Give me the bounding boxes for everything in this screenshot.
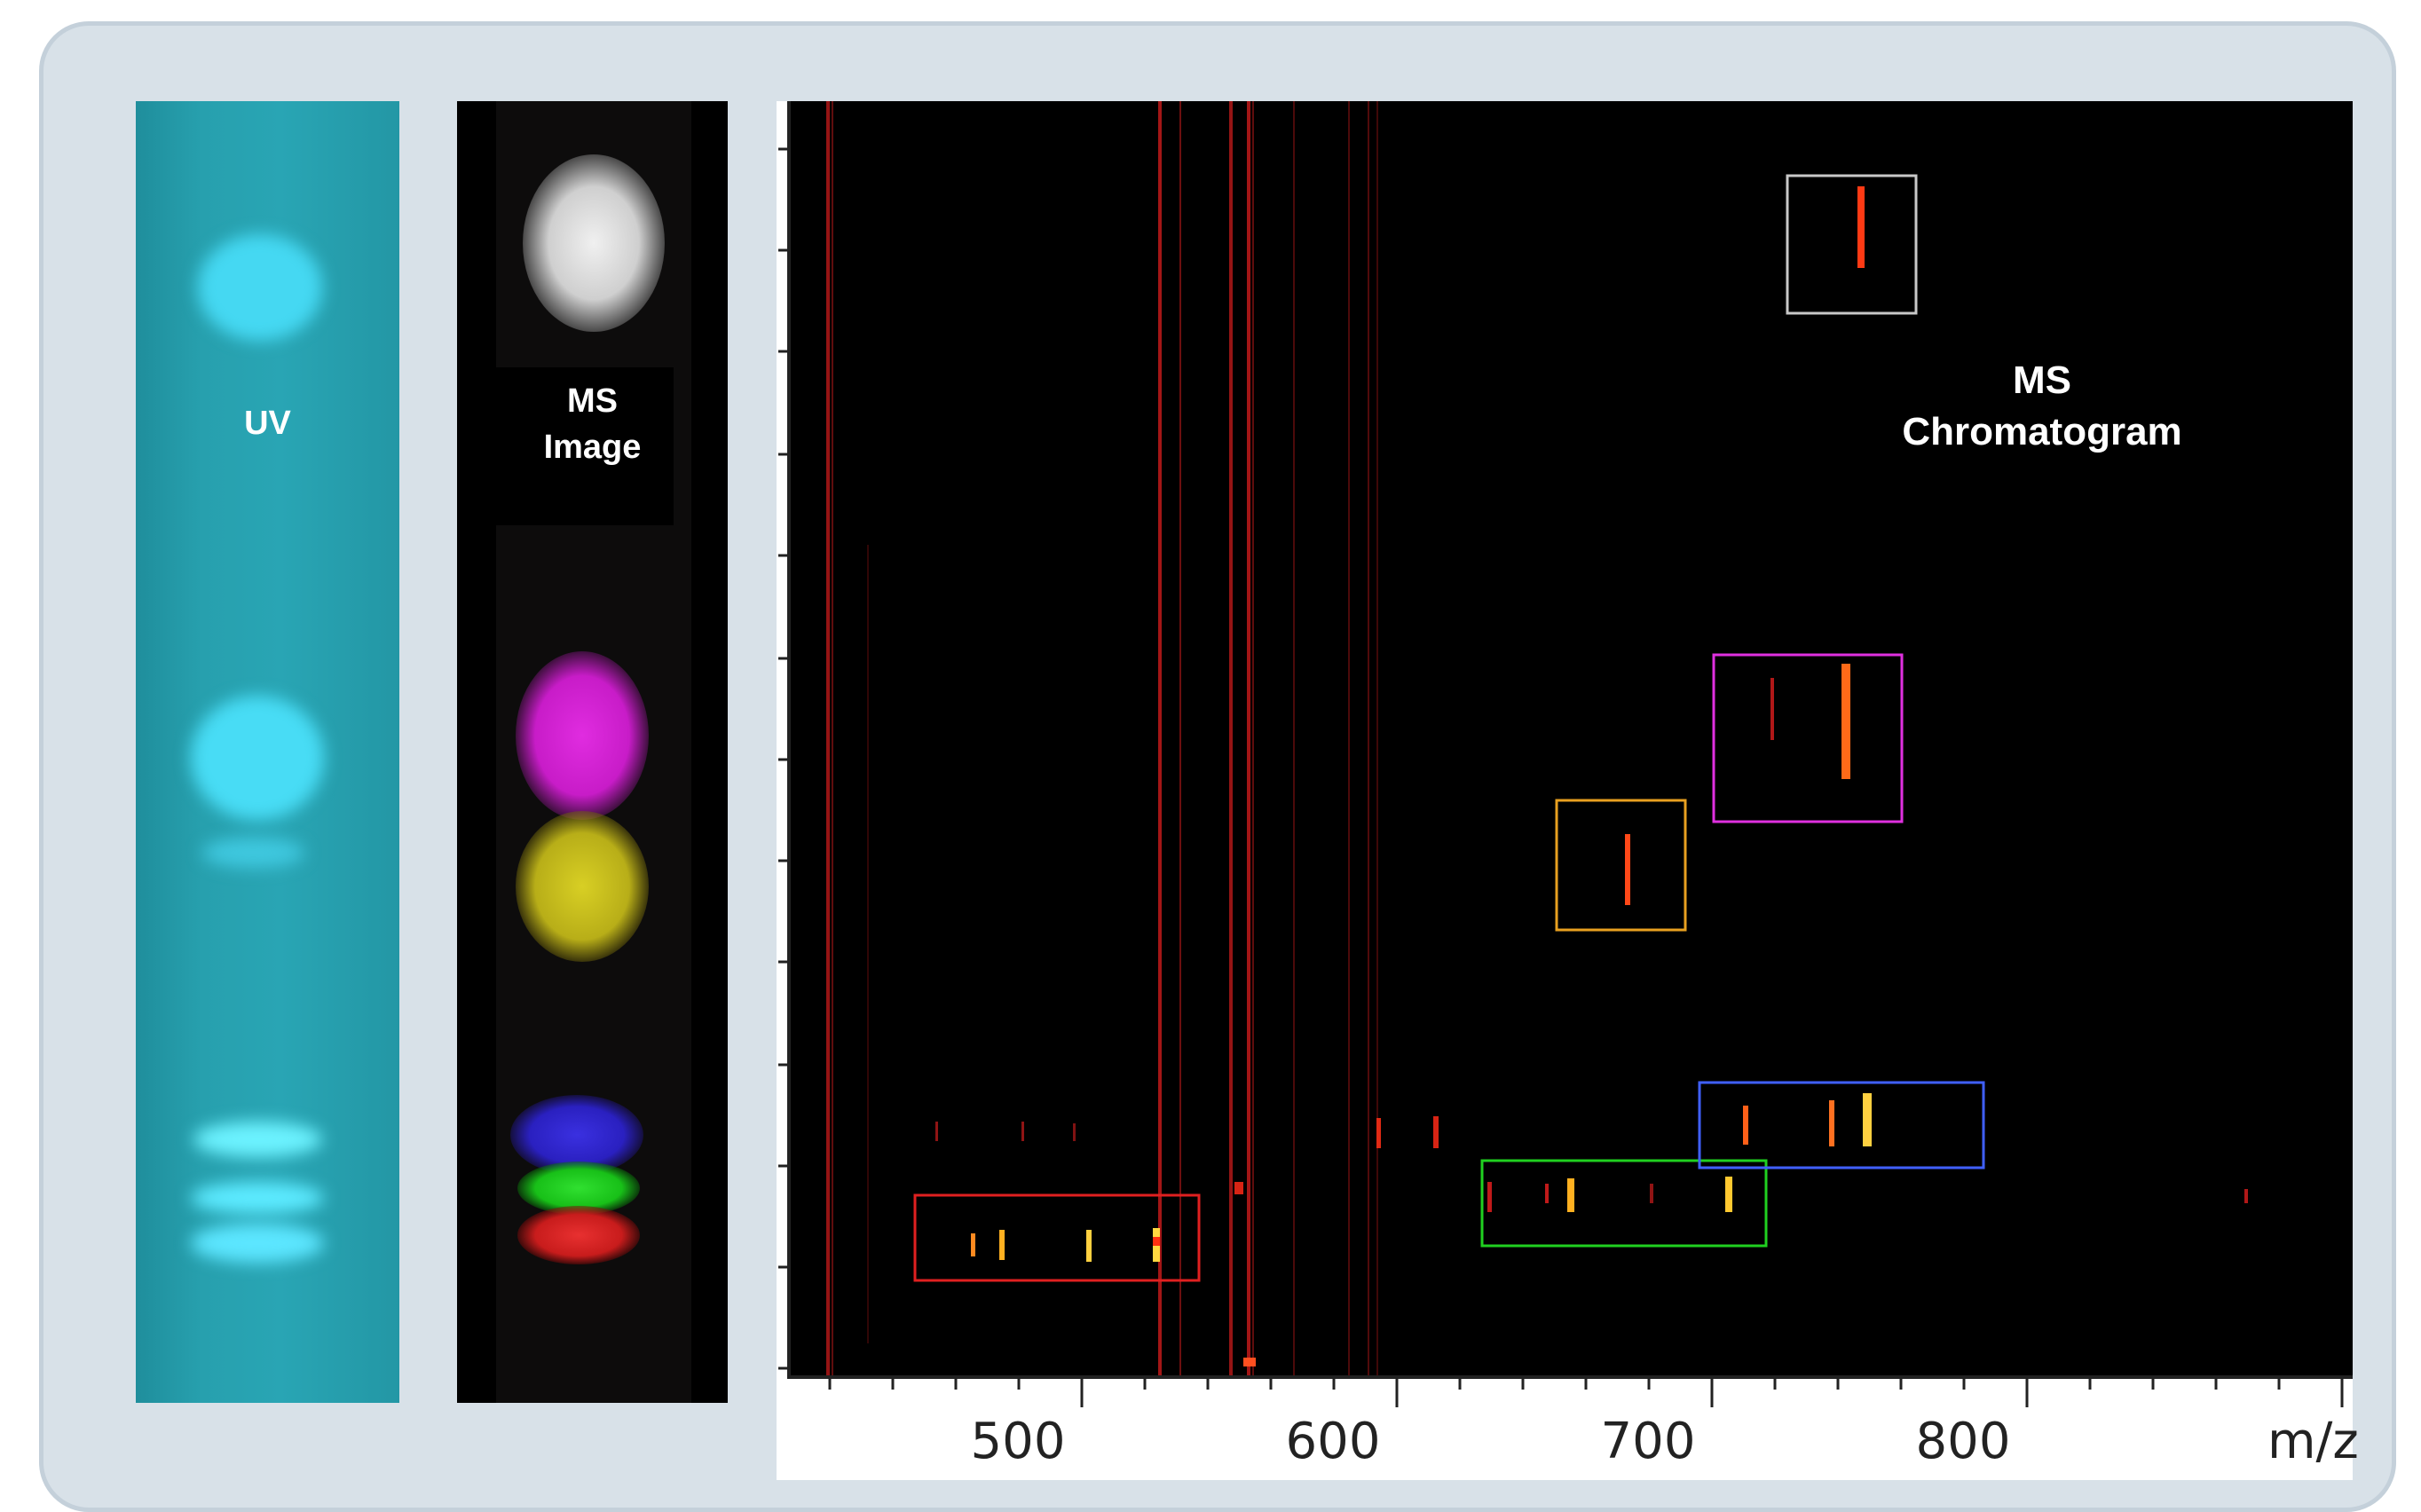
- blue-region-spots: [1743, 1093, 1872, 1146]
- green-region-spots: [1487, 1177, 1732, 1212]
- trace-line: [826, 101, 830, 1375]
- green-box: [1480, 1159, 1768, 1248]
- spot: [999, 1230, 1005, 1260]
- chromatogram-title-line1: MS: [2013, 358, 2071, 402]
- spot: [971, 1233, 975, 1256]
- chromatogram-plot: MS Chromatogram: [787, 101, 2353, 1379]
- spot: [1567, 1178, 1574, 1212]
- red-box: [913, 1193, 1201, 1282]
- uv-spot-band-2: [191, 1182, 324, 1214]
- x-tick-label: 600: [1285, 1413, 1381, 1470]
- uv-spot-faint: [202, 838, 304, 868]
- gray-region-spots: [1857, 186, 1865, 268]
- y-axis-ticks: [778, 147, 789, 1370]
- x-axis-unit-label: m/z: [2267, 1413, 2359, 1470]
- ms-image-label: MS Image: [457, 378, 728, 470]
- trace-line: [867, 545, 869, 1343]
- trace-line: [832, 101, 833, 1375]
- background-traces: [826, 101, 1378, 1375]
- uv-spot-band-3: [191, 1224, 324, 1263]
- ms-chromatogram-panel: MS Chromatogram: [777, 101, 2359, 1480]
- blue-box: [1698, 1081, 1985, 1169]
- spot: [1829, 1100, 1834, 1146]
- trace-line: [1247, 101, 1250, 1375]
- trace-line: [1348, 101, 1350, 1375]
- uv-plate-image: UV: [136, 101, 399, 1403]
- uv-label: UV: [244, 405, 291, 442]
- x-tick-label: 700: [1600, 1413, 1696, 1470]
- uv-spot-middle: [191, 696, 324, 820]
- spot: [1725, 1177, 1732, 1212]
- spot: [1086, 1230, 1092, 1262]
- ms-spot-yellow: [516, 811, 649, 962]
- trace-line: [1158, 101, 1162, 1375]
- ms-image-strip: MS Image: [457, 101, 728, 1403]
- chromatogram-title-line2: Chromatogram: [1902, 410, 2182, 453]
- trace-line: [1179, 101, 1181, 1375]
- trace-line: [1252, 101, 1254, 1375]
- trace-line: [1368, 101, 1369, 1375]
- spot: [1625, 834, 1630, 905]
- x-tick-label: 500: [970, 1413, 1066, 1470]
- spot: [1153, 1237, 1160, 1246]
- red-region-spots: [971, 1228, 1160, 1262]
- spot: [1863, 1093, 1872, 1146]
- spot: [1857, 186, 1865, 268]
- ms-image-label-line1: MS: [567, 382, 618, 420]
- orange-region-spots: [1625, 834, 1630, 905]
- spot: [1433, 1116, 1439, 1148]
- spot: [1770, 678, 1774, 740]
- ms-spot-red: [517, 1206, 640, 1264]
- ms-image-label-line2: Image: [543, 429, 642, 466]
- uv-spot-band-1: [193, 1122, 322, 1157]
- chromatogram-title: MS Chromatogram: [1838, 355, 2246, 458]
- trace-line: [1376, 101, 1378, 1375]
- spot: [1021, 1122, 1024, 1141]
- spot: [1376, 1118, 1381, 1148]
- trace-line: [1293, 101, 1295, 1375]
- spot: [1234, 1182, 1243, 1194]
- trace-hotspot: [1243, 1358, 1256, 1366]
- ms-spot-magenta: [516, 651, 649, 820]
- x-tick-label: 800: [1915, 1413, 2011, 1470]
- uv-spot-top: [198, 234, 322, 341]
- gray-box: [1786, 174, 1918, 315]
- spot: [2244, 1189, 2248, 1203]
- trace-line: [1229, 101, 1233, 1375]
- spot: [1841, 664, 1850, 779]
- spot: [1545, 1184, 1549, 1203]
- chromatogram-svg: [826, 101, 2248, 1375]
- stray-peaks: [935, 1116, 2248, 1203]
- ms-label-box: [496, 367, 674, 525]
- spot: [1487, 1182, 1492, 1212]
- orange-box: [1555, 799, 1687, 932]
- x-axis-ticks: [828, 1379, 2344, 1407]
- magenta-region-spots: [1770, 664, 1850, 779]
- spot: [935, 1122, 938, 1141]
- spot: [1650, 1184, 1653, 1203]
- ms-spot-white: [523, 154, 665, 332]
- spot: [1743, 1106, 1748, 1145]
- spot: [1073, 1123, 1076, 1141]
- magenta-box: [1712, 653, 1904, 823]
